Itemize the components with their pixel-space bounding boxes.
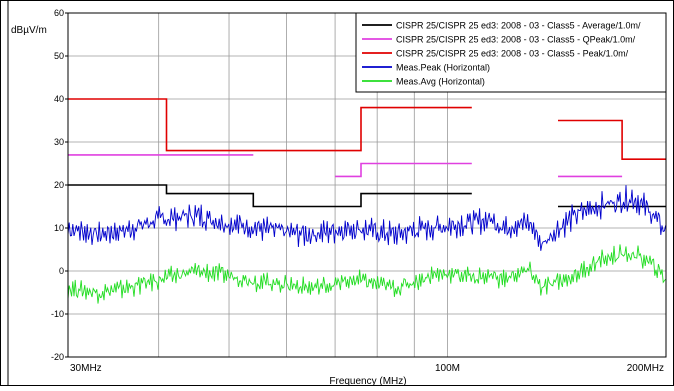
y-tick-label: 60 — [54, 8, 64, 18]
y-tick-label: -20 — [51, 352, 64, 362]
legend-label: Meas.Avg (Horizontal) — [396, 77, 485, 87]
x-tick-label: 200MHz — [627, 363, 664, 374]
meas-peak-trace — [67, 185, 667, 251]
legend-label: CISPR 25/CISPR 25 ed3: 2008 - 03 - Class… — [396, 49, 629, 59]
y-axis-ticks: 60 50 40 30 20 10 0 -10 -20 — [51, 8, 68, 362]
limit-line-average — [68, 184, 472, 208]
y-tick-label: 20 — [54, 180, 64, 190]
y-tick-label: 10 — [54, 223, 64, 233]
measurement-traces — [67, 185, 667, 304]
y-tick-label: 30 — [54, 137, 64, 147]
limit-lines — [68, 98, 666, 208]
legend-box — [355, 12, 667, 93]
x-tick-label: 100M — [435, 363, 460, 374]
y-tick-label: 0 — [59, 266, 64, 276]
x-axis-label: Frequency (MHz) — [329, 376, 406, 386]
meas-avg-trace — [67, 244, 666, 304]
chart-legend: CISPR 25/CISPR 25 ed3: 2008 - 03 - Class… — [355, 12, 667, 93]
legend-label: CISPR 25/CISPR 25 ed3: 2008 - 03 - Class… — [396, 21, 641, 31]
y-axis-label: dBµV/m — [11, 25, 47, 36]
limit-line-qpeak — [335, 162, 472, 178]
legend-label: CISPR 25/CISPR 25 ed3: 2008 - 03 - Class… — [396, 35, 636, 45]
y-tick-label: 40 — [54, 94, 64, 104]
limit-line-peak — [68, 98, 472, 152]
x-tick-label: 30MHz — [70, 363, 102, 374]
y-tick-label: -10 — [51, 309, 64, 319]
legend-label: Meas.Peak (Horizontal) — [396, 63, 490, 73]
y-tick-label: 50 — [54, 51, 64, 61]
x-axis-ticks: 30MHz 100M 200MHz — [70, 363, 664, 374]
limit-line-peak — [558, 119, 666, 160]
